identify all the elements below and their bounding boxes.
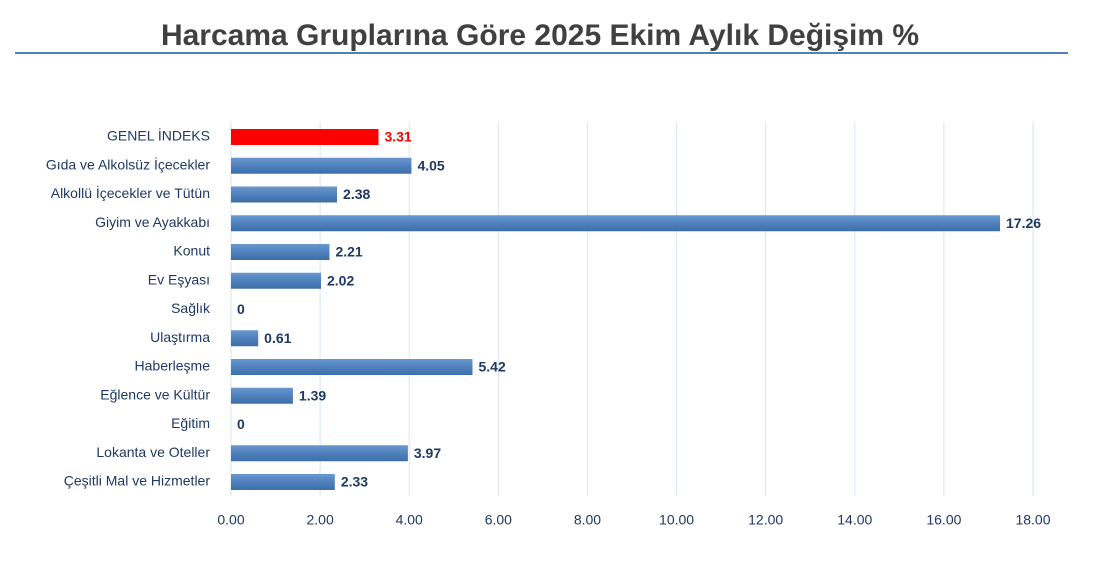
value-label: 2.33 xyxy=(341,474,368,490)
y-tick-label: Eğlence ve Kültür xyxy=(100,386,210,402)
chart-title: Harcama Gruplarına Göre 2025 Ekim Aylık … xyxy=(161,19,919,52)
x-tick-label: 0.00 xyxy=(217,512,244,528)
x-tick-label: 10.00 xyxy=(659,512,694,528)
bar xyxy=(231,215,1001,232)
y-tick-label: Ulaştırma xyxy=(150,329,210,345)
bar xyxy=(231,272,322,289)
x-tick-label: 16.00 xyxy=(926,512,961,528)
x-tick-label: 14.00 xyxy=(837,512,872,528)
value-label: 5.42 xyxy=(478,359,505,375)
y-tick-label: Gıda ve Alkolsüz İçecekler xyxy=(46,155,211,172)
y-tick-label: Sağlık xyxy=(171,300,211,316)
bar xyxy=(231,129,379,145)
value-label: 0 xyxy=(237,301,245,317)
bar xyxy=(231,244,330,260)
y-tick-label: Eğitim xyxy=(171,415,210,431)
bar xyxy=(231,445,408,462)
bar xyxy=(231,157,412,174)
value-label: 3.31 xyxy=(384,129,411,145)
y-tick-label: Çeşitli Mal ve Hizmetler xyxy=(64,473,211,489)
value-label: 0.61 xyxy=(264,330,291,346)
y-tick-label: Alkollü İçecekler ve Tütün xyxy=(51,184,210,201)
value-label: 0 xyxy=(237,416,245,432)
y-tick-label: Haberleşme xyxy=(135,358,211,374)
x-tick-label: 2.00 xyxy=(306,512,333,528)
x-tick-label: 12.00 xyxy=(748,512,783,528)
y-tick-label: Giyim ve Ayakkabı xyxy=(95,214,210,230)
x-tick-label: 8.00 xyxy=(574,512,601,528)
value-label: 1.39 xyxy=(299,387,326,403)
bar xyxy=(231,186,338,203)
x-tick-label: 18.00 xyxy=(1015,512,1050,528)
value-label: 3.97 xyxy=(414,445,441,461)
y-tick-label: Lokanta ve Oteller xyxy=(96,444,210,460)
y-tick-label: GENEL İNDEKS xyxy=(107,127,210,144)
bar xyxy=(231,474,335,490)
x-tick-label: 4.00 xyxy=(396,512,423,528)
value-label: 17.26 xyxy=(1006,215,1041,231)
value-label: 4.05 xyxy=(417,157,444,173)
value-label: 2.02 xyxy=(327,272,354,288)
bar xyxy=(231,330,259,347)
x-tick-label: 6.00 xyxy=(485,512,512,528)
y-tick-label: Ev Eşyası xyxy=(148,271,210,287)
bar xyxy=(231,359,473,375)
bar xyxy=(231,387,293,404)
value-label: 2.38 xyxy=(343,186,370,202)
value-label: 2.21 xyxy=(335,244,362,260)
y-tick-label: Konut xyxy=(173,243,210,259)
